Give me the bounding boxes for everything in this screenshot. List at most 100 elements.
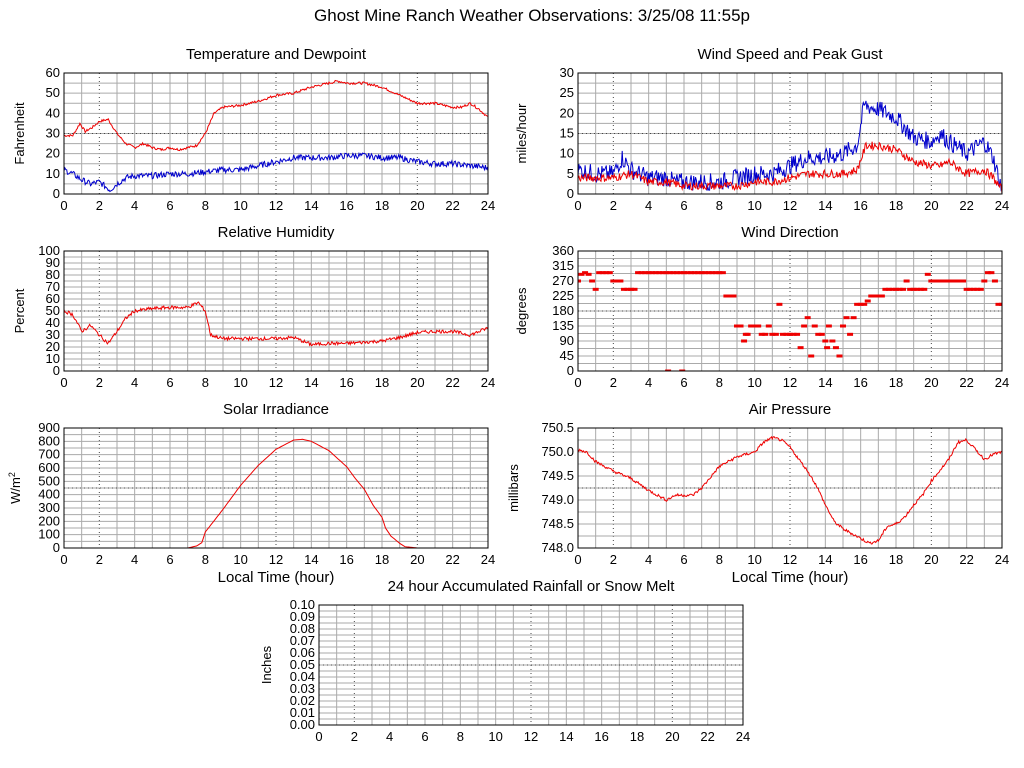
x-tick-label: 10 [233,552,247,567]
data-point [832,346,839,350]
x-tick-label: 10 [488,729,502,744]
x-tick-label: 6 [680,198,687,213]
y-tick-label: 0 [53,186,60,201]
x-tick-label: 16 [594,729,608,744]
data-point [896,287,903,291]
y-tick-label: 40 [46,105,60,120]
data-point [698,271,705,275]
data-point [726,294,733,298]
x-tick-label: 4 [131,198,138,213]
x-tick-label: 0 [315,729,322,744]
data-point [824,346,831,350]
y-tick-label: 0.02 [290,693,315,708]
y-tick-label: 0.03 [290,681,315,696]
y-axis-label: millibars [506,464,521,512]
data-point [741,339,748,343]
data-point [970,287,977,291]
chart-title: Relative Humidity [218,224,335,241]
data-point [665,369,672,371]
y-axis-label: Fahrenheit [12,102,27,165]
data-point [613,279,620,283]
x-tick-label: 14 [818,198,832,213]
x-tick-label: 12 [783,375,797,390]
x-tick-label: 6 [680,552,687,567]
data-point [705,271,712,275]
x-tick-label: 10 [747,552,761,567]
x-tick-label: 12 [783,198,797,213]
y-tick-label: 315 [552,258,574,273]
data-point [931,279,938,283]
y-tick-label: 270 [552,273,574,288]
x-tick-label: 16 [339,552,353,567]
y-tick-label: 10 [560,146,574,161]
data-point [748,324,755,328]
x-tick-label: 8 [716,375,723,390]
data-point [984,271,991,275]
chart-title: Solar Irradiance [223,401,329,418]
x-tick-label: 2 [96,375,103,390]
series-line-0 [578,100,1002,192]
data-point [642,271,649,275]
data-point [716,271,723,275]
data-point [734,324,740,328]
data-point [666,271,673,275]
y-tick-label: 10 [46,351,60,366]
data-point [928,279,935,283]
data-point [681,271,687,275]
x-tick-label: 10 [233,375,247,390]
data-point [652,271,659,275]
data-point [596,271,603,275]
data-point [804,316,811,320]
y-tick-label: 100 [38,243,60,258]
x-axis-label: Local Time (hour) [218,569,335,586]
data-point [864,299,871,303]
data-point [628,287,634,291]
data-point [709,271,716,275]
data-point [882,287,889,291]
x-tick-label: 8 [716,198,723,213]
data-point [938,279,945,283]
data-point [960,279,967,283]
data-point [769,332,776,336]
series-line-1 [578,141,1002,194]
y-tick-label: 700 [38,447,60,462]
data-point [942,279,949,283]
data-point [868,294,875,298]
data-point [719,271,726,275]
x-tick-label: 16 [853,552,867,567]
plot-frame [63,250,489,372]
x-tick-label: 20 [410,552,424,567]
data-point [620,287,627,291]
y-axis-label: W/m2 [7,472,23,504]
x-tick-label: 16 [339,198,353,213]
x-tick-label: 0 [574,552,581,567]
data-point [617,279,624,283]
y-tick-label: 90 [46,255,60,270]
chart-solar: Solar Irradiance010020030040050060070080… [7,401,495,586]
data-point [638,271,645,275]
data-point [787,332,793,336]
data-point [712,271,719,275]
data-point [624,287,631,291]
data-point [818,332,825,336]
x-tick-label: 22 [700,729,714,744]
y-tick-label: 225 [552,288,574,303]
data-point [903,279,910,283]
y-tick-label: 180 [552,303,574,318]
y-tick-label: 50 [46,85,60,100]
data-point [656,271,663,275]
y-tick-label: 100 [38,527,60,542]
x-tick-label: 24 [736,729,750,744]
plot-frame [63,427,489,549]
y-tick-label: 360 [552,243,574,258]
data-point [691,271,698,275]
data-point [679,369,686,371]
data-point [783,332,790,336]
data-point [921,287,928,291]
data-point [847,332,854,336]
data-point [603,271,610,275]
y-tick-label: 750.5 [541,420,574,435]
chart-title: Wind Direction [741,224,839,241]
data-point [794,332,801,336]
data-point [610,279,617,283]
